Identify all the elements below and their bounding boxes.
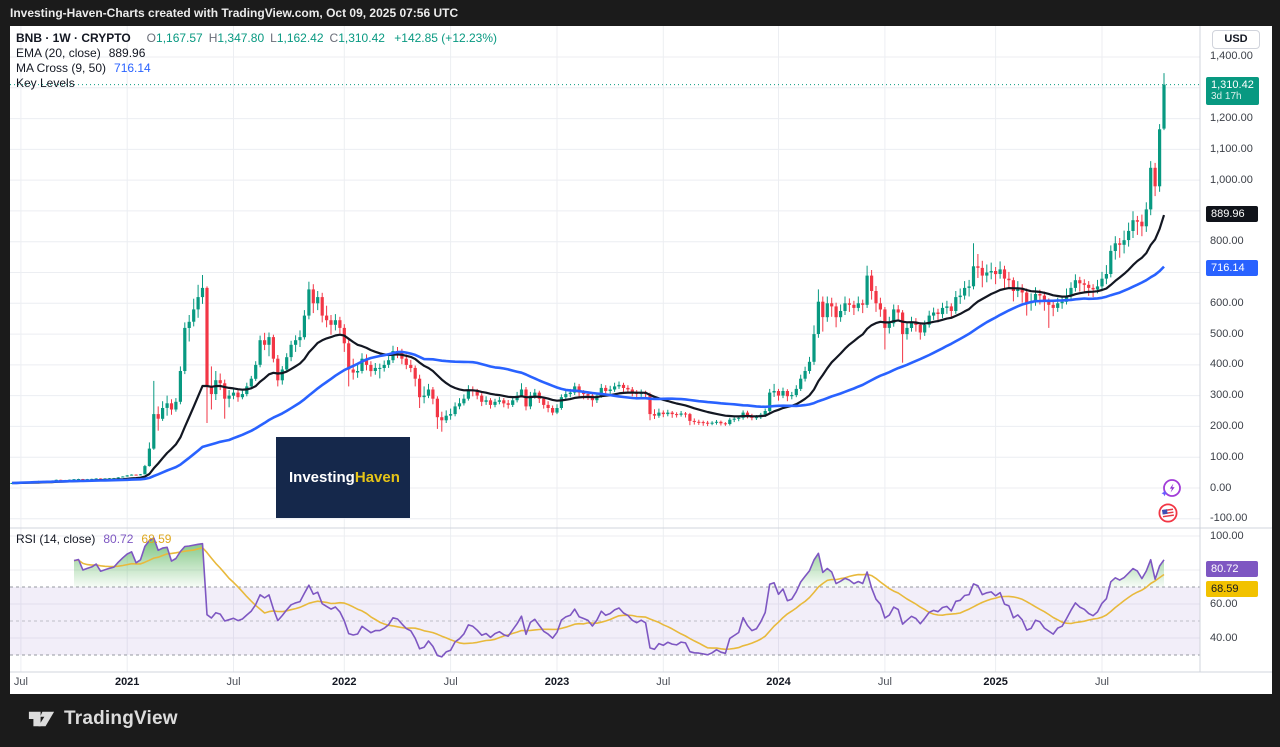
- time-tick-label: 2022: [332, 676, 357, 688]
- price-tick-label: 300.00: [1210, 389, 1244, 402]
- price-tick-label: 1,200.00: [1210, 112, 1253, 125]
- axis-price-badge: 68.59: [1206, 581, 1258, 598]
- chart-area[interactable]: BNB · 1W · CRYPTO O1,167.57 H1,347.80 L1,16…: [10, 26, 1272, 694]
- price-tick-label: 1,400.00: [1210, 50, 1253, 63]
- price-tick-label: 200.00: [1210, 419, 1244, 432]
- ema-legend-row[interactable]: EMA (20, close) 889.96: [16, 46, 497, 61]
- axis-price-badge: 1,310.42 3d 17h: [1206, 76, 1259, 105]
- open-label: O: [146, 31, 157, 45]
- symbol-legend-row[interactable]: BNB · 1W · CRYPTO O1,167.57 H1,347.80 L1,16…: [16, 31, 497, 46]
- price-tick-label: -100.00: [1210, 512, 1248, 525]
- rsi-tick-label: 40.00: [1210, 631, 1238, 644]
- low-value: 1,162.42: [276, 31, 324, 45]
- axis-price-badge: 716.14: [1206, 259, 1258, 276]
- low-label: L: [270, 31, 277, 45]
- high-label: H: [208, 31, 218, 45]
- price-tick-label: 100.00: [1210, 450, 1244, 463]
- symbol-title: BNB · 1W · CRYPTO: [16, 31, 131, 45]
- time-tick-label: Jul: [877, 676, 892, 688]
- ema-value: 889.96: [108, 46, 146, 60]
- axis-price-badge: 80.72: [1206, 560, 1258, 577]
- rsi-indicator-name: RSI (14, close): [16, 532, 96, 546]
- time-tick-label: Jul: [443, 676, 458, 688]
- currency-axis-button[interactable]: USD: [1212, 30, 1260, 49]
- key-levels-indicator-name: Key Levels: [16, 76, 75, 90]
- us-flag-event-icon[interactable]: [1157, 502, 1179, 524]
- price-tick-label: 500.00: [1210, 327, 1244, 340]
- rsi-tick-label: 100.00: [1210, 529, 1244, 542]
- time-tick-label: 2025: [983, 676, 1008, 688]
- time-tick-label: Jul: [656, 676, 671, 688]
- axis-price-badge: 889.96: [1206, 206, 1258, 223]
- price-tick-label: 0.00: [1210, 481, 1232, 494]
- rsi-legend-row[interactable]: RSI (14, close) 80.72 68.59: [16, 532, 171, 547]
- open-value: 1,167.57: [156, 31, 203, 45]
- time-tick-label: Jul: [13, 676, 28, 688]
- watermark-text-investing: Investing: [289, 469, 355, 486]
- change-value: +142.85 (+12.23%): [394, 31, 498, 45]
- close-label: C: [329, 31, 339, 45]
- ma-cross-value: 716.14: [114, 61, 151, 75]
- price-tick-label: 400.00: [1210, 358, 1244, 371]
- ma-cross-indicator-name: MA Cross (9, 50): [16, 61, 107, 75]
- price-tick-label: 800.00: [1210, 235, 1244, 248]
- rsi-tick-label: 60.00: [1210, 597, 1238, 610]
- high-value: 1,347.80: [217, 31, 265, 45]
- bar-countdown: 3d 17h: [1211, 90, 1242, 102]
- investinghaven-watermark: Investing Haven: [276, 437, 410, 518]
- time-tick-label: Jul: [226, 676, 241, 688]
- price-tick-label: 1,000.00: [1210, 173, 1253, 186]
- ema-indicator-name: EMA (20, close): [16, 46, 101, 60]
- snapshot-title: Investing-Haven-Charts created with Trad…: [10, 6, 459, 20]
- rsi-value: 80.72: [103, 532, 134, 546]
- price-tick-label: 1,100.00: [1210, 142, 1253, 155]
- watermark-text-haven: Haven: [354, 469, 400, 486]
- tradingview-logo[interactable]: TradingView: [28, 707, 178, 731]
- attribution-bar: TradingView: [0, 694, 1280, 747]
- chart-legend: BNB · 1W · CRYPTO O1,167.57 H1,347.80 L1,16…: [16, 31, 497, 91]
- rsi-ma-value: 68.59: [141, 532, 172, 546]
- flash-sparkle-event-icon[interactable]: [1160, 478, 1182, 500]
- time-tick-label: Jul: [1094, 676, 1109, 688]
- key-levels-legend-row[interactable]: Key Levels: [16, 76, 497, 91]
- tradingview-wordmark: TradingView: [64, 708, 178, 729]
- chart-plot[interactable]: [10, 26, 1272, 694]
- time-tick-label: 2024: [766, 676, 791, 688]
- ma-cross-legend-row[interactable]: MA Cross (9, 50) 716.14: [16, 61, 497, 76]
- tradingview-mark-icon: [28, 711, 55, 727]
- time-tick-label: 2021: [114, 676, 140, 688]
- time-tick-label: 2023: [544, 676, 570, 688]
- price-tick-label: 600.00: [1210, 296, 1244, 309]
- close-value: 1,310.42: [338, 31, 385, 45]
- snapshot-header: Investing-Haven-Charts created with Trad…: [0, 0, 1280, 26]
